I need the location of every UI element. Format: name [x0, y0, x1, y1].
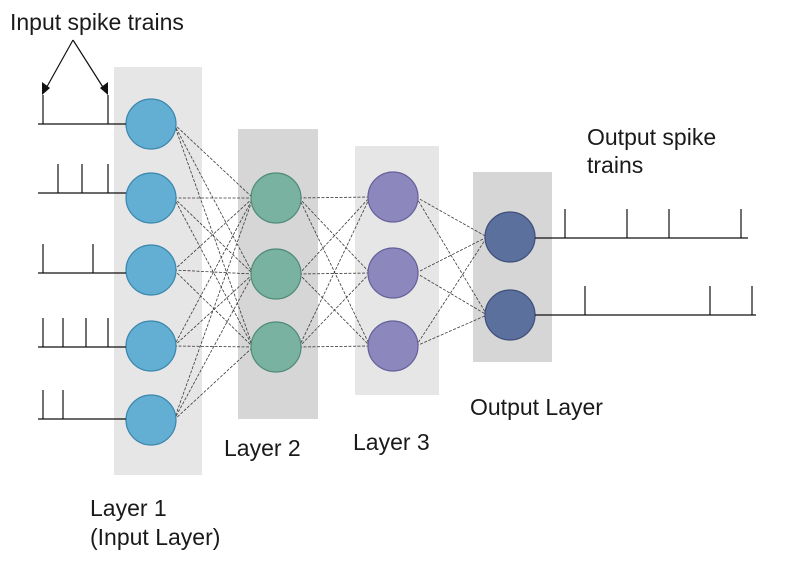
layer2-label: Layer 2 — [224, 435, 301, 461]
layer-3-neuron-3 — [367, 320, 419, 372]
layer-1-neuron-3 — [125, 244, 177, 296]
connection-layer-3-1-to-output-layer-1 — [415, 272, 488, 316]
layer-1-neuron-1 — [125, 98, 177, 150]
layer-3-neuron-1 — [367, 171, 419, 223]
neurons — [125, 98, 536, 446]
output-layer-neuron-1 — [484, 211, 536, 263]
arrow-right-line — [72, 39, 107, 93]
connection-layer-1-3-to-layer-2-2 — [173, 345, 254, 348]
layer-3-neuron-2 — [367, 247, 419, 299]
layer-2-neuron-2 — [250, 248, 302, 300]
input-arrows — [42, 39, 108, 95]
connection-layer-1-1-to-layer-2-1 — [173, 197, 254, 275]
connection-layer-2-2-to-layer-3-1 — [298, 272, 371, 348]
layer1-label-line2: (Input Layer) — [90, 524, 221, 550]
arrow-right-head — [100, 82, 108, 95]
connection-layer-1-0-to-layer-2-0 — [173, 123, 254, 199]
connection-layer-2-0-to-layer-3-0 — [298, 196, 371, 199]
connection-layer-1-4-to-layer-2-1 — [173, 273, 254, 421]
connection-layer-2-1-to-layer-3-0 — [298, 196, 371, 275]
arrow-left-head — [42, 82, 50, 95]
connection-layer-1-2-to-layer-2-1 — [173, 269, 254, 275]
connection-layer-2-2-to-layer-3-2 — [298, 345, 371, 348]
connection-layer-1-0-to-layer-2-1 — [173, 123, 254, 275]
connection-layer-2-1-to-layer-3-1 — [298, 272, 371, 275]
output-layer-label: Output Layer — [470, 394, 603, 420]
connection-layer-3-2-to-output-layer-0 — [415, 236, 488, 347]
layer3-label: Layer 3 — [353, 429, 430, 455]
layer-1-neuron-2 — [125, 172, 177, 224]
connection-layer-3-0-to-output-layer-0 — [415, 196, 488, 238]
output-layer-neuron-2 — [484, 289, 536, 341]
connections — [173, 123, 488, 421]
connection-layer-2-2-to-layer-3-0 — [298, 196, 371, 348]
layer-2-neuron-3 — [250, 321, 302, 373]
connection-layer-1-4-to-layer-2-0 — [173, 197, 254, 421]
layer-1-neuron-4 — [125, 320, 177, 372]
output-spike-trains-title-line1: Output spike — [587, 124, 717, 150]
input-spike-trains-title: Input spike trains — [10, 9, 184, 35]
connection-layer-3-2-to-output-layer-1 — [415, 314, 488, 347]
spike-trains — [38, 95, 756, 420]
arrow-left-line — [43, 39, 74, 93]
output-spike-trains-title-line2: trains — [587, 152, 644, 178]
connection-layer-1-1-to-layer-2-2 — [173, 197, 254, 348]
connection-layer-1-3-to-layer-2-0 — [173, 197, 254, 347]
layer-2-neuron-1 — [250, 172, 302, 224]
layer1-label-line1: Layer 1 — [90, 495, 167, 521]
layer-1-neuron-5 — [125, 394, 177, 446]
connection-layer-3-0-to-output-layer-1 — [415, 196, 488, 316]
